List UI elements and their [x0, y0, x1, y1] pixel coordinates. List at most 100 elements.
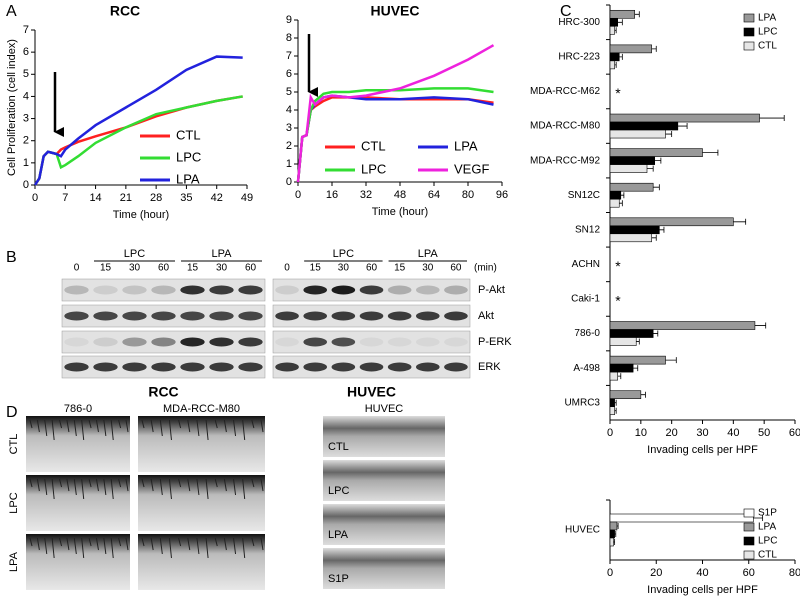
y-tick-label: 0 — [23, 179, 29, 191]
blot-band — [64, 337, 89, 347]
micrograph-row: S1P — [328, 573, 349, 585]
blot-row-label: ERK — [478, 361, 501, 373]
series-line — [296, 44, 495, 183]
blot-band — [303, 285, 328, 295]
bar — [609, 537, 614, 547]
category-label: HUVEC — [565, 525, 600, 536]
x-tick-label: 42 — [211, 192, 223, 204]
blot-band — [275, 362, 299, 372]
sprout — [168, 419, 172, 441]
error-bar — [647, 165, 654, 172]
blot-band — [180, 337, 205, 347]
bar — [609, 156, 656, 165]
legend-swatch — [743, 522, 755, 532]
asterisk: * — [615, 293, 621, 309]
x-tick-label: 0 — [607, 567, 613, 579]
series-line — [33, 95, 243, 186]
sprout — [103, 478, 107, 496]
blot-row-label: P-ERK — [478, 336, 512, 348]
time-point: 60 — [245, 263, 257, 274]
sprout — [214, 419, 218, 429]
blot-band — [151, 311, 176, 321]
legend-swatch — [743, 27, 755, 37]
legend-swatch — [743, 536, 755, 546]
category-label: Caki-1 — [571, 294, 600, 305]
x-tick-label: 50 — [758, 427, 770, 439]
blot-band — [359, 362, 384, 372]
x-tick-label: 0 — [295, 189, 301, 201]
y-tick-label: 1 — [286, 158, 292, 170]
blot-cell-label: RCC — [148, 384, 178, 400]
time-point: 30 — [422, 263, 434, 274]
sprout — [150, 478, 154, 492]
category-label: HRC-300 — [558, 17, 600, 28]
blot-band — [387, 337, 412, 347]
legend-label: LPC — [176, 149, 201, 164]
legend-label: LPC — [758, 536, 777, 547]
chart-title: HUVEC — [370, 3, 419, 19]
blot-unit: (min) — [474, 263, 497, 274]
x-tick-label: 35 — [180, 192, 192, 204]
blot-band — [238, 311, 263, 321]
sprout — [81, 478, 85, 500]
bar — [609, 233, 652, 243]
time-point: 15 — [100, 263, 112, 274]
blot-band — [387, 285, 412, 295]
x-tick-label: 0 — [32, 192, 38, 204]
x-tick-label: 49 — [241, 192, 253, 204]
blot-band — [209, 337, 234, 347]
sprout — [242, 419, 246, 441]
time-point: 15 — [394, 263, 406, 274]
bar — [609, 521, 618, 531]
x-tick-label: 28 — [150, 192, 162, 204]
bar — [609, 164, 648, 173]
y-tick-label: 2 — [23, 135, 29, 147]
bar — [609, 17, 619, 27]
legend-label: LPA — [454, 138, 478, 153]
sprout — [233, 537, 237, 555]
bar — [609, 513, 754, 523]
micrograph-row: LPC — [328, 485, 349, 497]
error-bar — [651, 234, 657, 241]
asterisk: * — [615, 85, 621, 101]
bar — [609, 148, 703, 157]
bar — [609, 121, 679, 131]
x-tick-label: 40 — [696, 567, 708, 579]
blot-band — [209, 362, 234, 372]
blot-band — [151, 337, 176, 347]
sprout — [73, 478, 77, 496]
legend-label: LPA — [758, 522, 776, 533]
micrograph — [26, 416, 130, 472]
y-axis-label: Cell Proliferation (cell index) — [6, 39, 18, 176]
sprout — [51, 537, 55, 559]
sprout — [59, 419, 63, 429]
y-tick-label: 6 — [23, 46, 29, 58]
blot-band — [303, 311, 328, 321]
legend-label: CTL — [758, 550, 777, 561]
sprout — [44, 478, 48, 496]
error-bar — [636, 338, 640, 345]
micrograph — [323, 416, 445, 457]
micrograph-row: LPC — [8, 492, 20, 513]
category-label: MDA-RCC-M92 — [530, 155, 600, 166]
micrograph-row: LPA — [8, 551, 20, 572]
sprout — [251, 537, 255, 547]
legend-swatch — [743, 508, 755, 518]
blot-band — [444, 311, 468, 321]
error-bar — [759, 115, 785, 122]
sprout — [223, 478, 227, 492]
sprout — [150, 419, 154, 433]
chart-title: RCC — [110, 3, 140, 19]
blot-band — [122, 311, 147, 321]
sprout — [88, 419, 92, 429]
legend-swatch — [743, 550, 755, 560]
y-tick-label: 7 — [286, 50, 292, 62]
bar — [609, 190, 622, 200]
micrograph-column: 786-0 — [64, 403, 92, 415]
blot-band — [93, 311, 118, 321]
sprout — [81, 537, 85, 559]
error-bar — [634, 11, 640, 18]
blot-strip — [61, 330, 266, 354]
bar — [609, 60, 615, 70]
sprout — [251, 419, 255, 429]
